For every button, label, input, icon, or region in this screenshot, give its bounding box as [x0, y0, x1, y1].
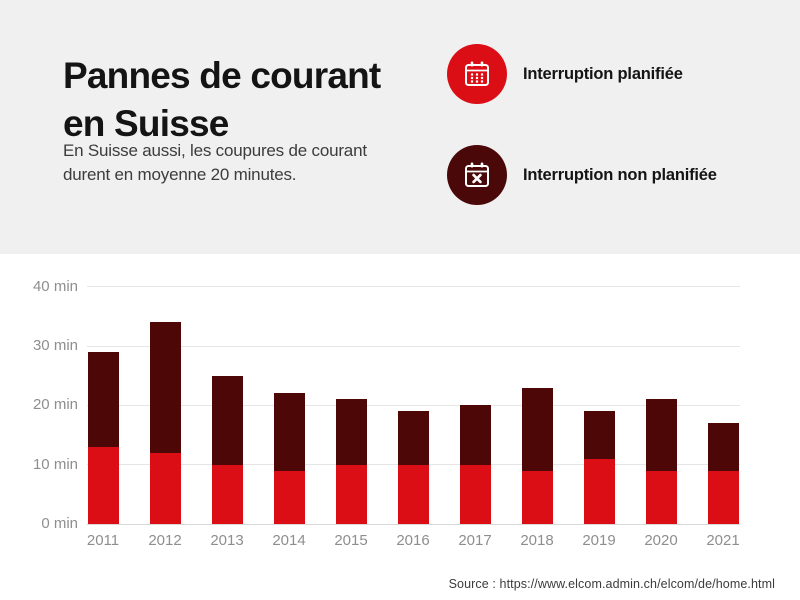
x-axis-year-label: 2012 [148, 532, 182, 549]
y-axis-tick-label: 0 min [41, 515, 78, 532]
bar-2017-planned [459, 464, 491, 524]
x-axis-year-label: 2021 [706, 532, 740, 549]
y-axis-tick-label: 40 min [32, 277, 78, 295]
bar-2013-planned [211, 464, 243, 524]
bar-2020-planned [645, 470, 677, 524]
bar-2011-unplanned [87, 351, 119, 447]
bar-2014-unplanned [273, 393, 305, 471]
legend-circle-planned [447, 44, 507, 104]
bar-2018-unplanned [521, 387, 553, 471]
legend-item-unplanned: Interruption non planifiée [447, 145, 717, 205]
legend-circle-unplanned [447, 145, 507, 205]
bar-2016-planned [397, 464, 429, 524]
y-axis-tick-label: 20 min [32, 396, 78, 414]
y-axis-tick-label: 10 min [32, 455, 78, 473]
bar-2017-unplanned [459, 405, 491, 465]
bar-2020-unplanned [645, 399, 677, 471]
bar-2021-unplanned [707, 423, 739, 471]
bar-2018-planned [521, 470, 553, 524]
gridline-40min [87, 286, 740, 288]
x-axis-year-label: 2015 [334, 532, 368, 549]
bar-2013-unplanned [211, 375, 243, 465]
calendar-icon [465, 61, 489, 86]
page-subtitle: En Suisse aussi, les coupures de courant… [63, 141, 367, 185]
bar-2021-planned [707, 470, 739, 524]
bar-2012-unplanned [149, 322, 181, 453]
header-band: Pannes de courant en Suisse En Suisse au… [0, 0, 800, 254]
x-axis-year-label: 2013 [210, 532, 244, 549]
legend-label-planned: Interruption planifiée [523, 64, 683, 83]
bar-2014-planned [273, 470, 305, 524]
gridline-0min [87, 523, 740, 525]
bar-2016-unplanned [397, 411, 429, 465]
x-axis-year-label: 2014 [272, 532, 306, 549]
x-axis-year-label: 2020 [644, 532, 678, 549]
calendar-x-icon [465, 162, 489, 187]
bar-2015-unplanned [335, 399, 367, 465]
legend-item-planned: Interruption planifiée [447, 44, 683, 104]
x-axis-year-label: 2018 [520, 532, 554, 549]
x-axis-year-label: 2016 [396, 532, 430, 549]
source-attribution: Source : https://www.elcom.admin.ch/elco… [448, 577, 775, 591]
bar-2019-unplanned [583, 411, 615, 459]
bar-2015-planned [335, 464, 367, 524]
legend-label-unplanned: Interruption non planifiée [523, 165, 717, 184]
gridline-30min [87, 345, 740, 347]
x-axis-year-label: 2017 [458, 532, 492, 549]
gridline-20min [87, 404, 740, 406]
x-axis-year-label: 2019 [582, 532, 616, 549]
bar-2011-planned [87, 446, 119, 524]
bar-2012-planned [149, 452, 181, 524]
page-title: Pannes de courant en Suisse [63, 55, 381, 145]
x-axis-year-label: 2011 [86, 532, 120, 549]
bar-2019-planned [583, 458, 615, 524]
y-axis-tick-label: 30 min [32, 337, 78, 354]
